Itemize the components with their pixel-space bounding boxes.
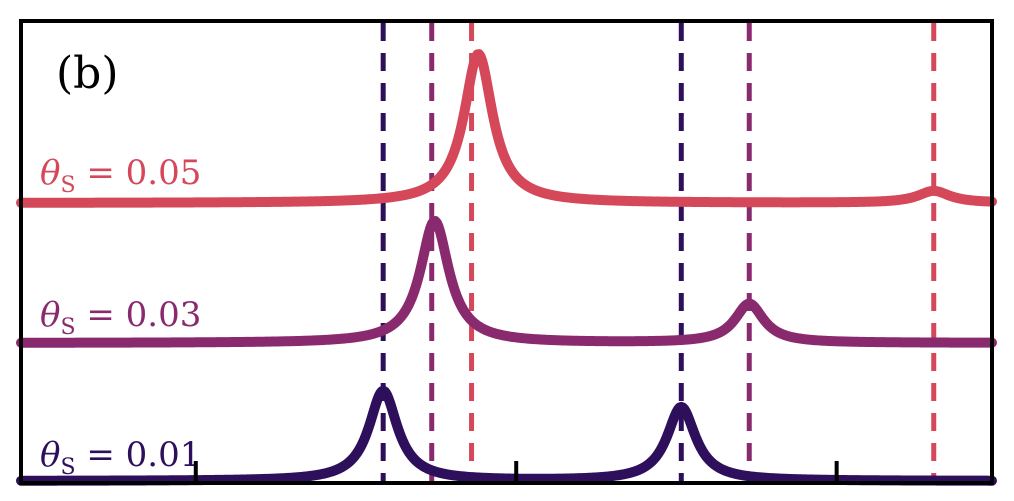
series-label-2: θS = 0.03 [40,295,201,340]
curve-series-1 [16,49,997,208]
panel-label: (b) [56,48,119,99]
curves [16,49,997,486]
series-label-1: θS = 0.05 [40,153,201,198]
series-label-3: θS = 0.01 [40,435,201,480]
curve-series-3 [16,385,997,486]
x-ticks [193,461,839,483]
curve-series-2 [16,216,997,348]
plot-frame [19,19,994,485]
curve-labels: θS = 0.05 θS = 0.03 θS = 0.01 [40,153,201,480]
